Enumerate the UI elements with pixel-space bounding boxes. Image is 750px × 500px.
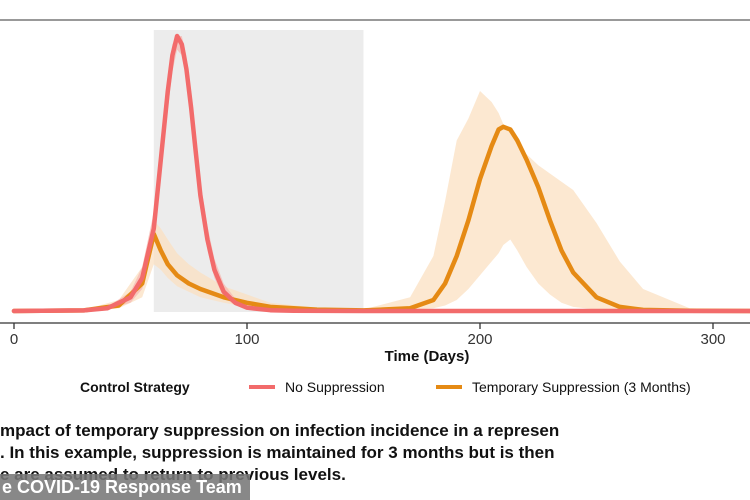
x-tick-label-200: 200 — [467, 331, 492, 348]
caption-line-2: . In this example, suppression is mainta… — [0, 443, 555, 462]
line-no-suppression — [11, 33, 750, 314]
legend-label-temporary-suppression: Temporary Suppression (3 Months) — [472, 379, 691, 395]
legend-label-no-suppression: No Suppression — [285, 379, 385, 395]
line-temporary-suppression-3-months — [11, 124, 750, 314]
incidence-chart: 0 100 200 300 Time (Days) Control Strategy … — [0, 19, 750, 395]
caption-line-1: mpact of temporary suppression on infect… — [0, 421, 560, 440]
x-tick-label-300: 300 — [700, 331, 725, 348]
band-no-suppression — [14, 36, 750, 311]
band-temporary-suppression-3-months — [14, 91, 750, 311]
legend-title: Control Strategy — [80, 379, 190, 395]
x-tick-label-100: 100 — [234, 331, 259, 348]
x-axis-ticks: 0 100 200 300 — [10, 323, 726, 348]
x-tick-label-0: 0 — [10, 331, 18, 348]
image-credit: e COVID-19 Response Team — [0, 474, 250, 500]
x-axis-title: Time (Days) — [385, 348, 470, 365]
legend: Control Strategy No Suppression Temporar… — [80, 379, 691, 395]
plot-area — [11, 30, 750, 314]
figure-caption: mpact of temporary suppression on infect… — [0, 420, 750, 486]
